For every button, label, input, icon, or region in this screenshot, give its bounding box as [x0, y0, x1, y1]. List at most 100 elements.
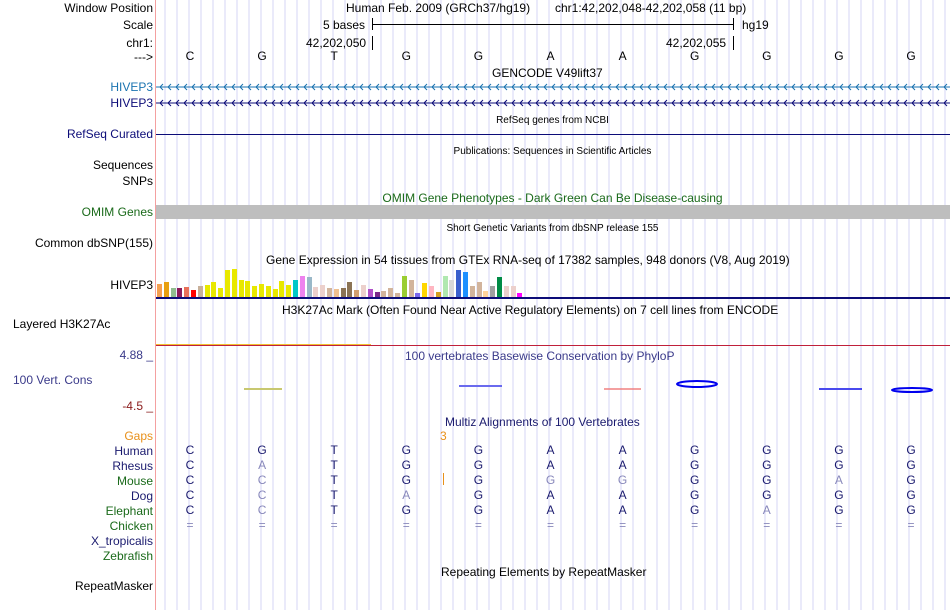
gtex-tissue-bar[interactable]	[299, 276, 305, 297]
gtex-tissue-bar[interactable]	[279, 281, 285, 297]
refseq-gene-line[interactable]	[156, 134, 950, 135]
gtex-tissue-bar[interactable]	[327, 288, 332, 297]
gtex-tissue-bar[interactable]	[463, 272, 468, 297]
gtex-tissue-bar[interactable]	[401, 276, 407, 297]
gtex-tissue-bar[interactable]	[245, 281, 251, 297]
gtex-tissue-bar[interactable]	[497, 277, 502, 297]
species-label[interactable]: X_tropicalis	[90, 534, 153, 548]
gencode-transcript-1[interactable]	[156, 80, 950, 94]
phylop-label[interactable]: 100 Vert. Cons	[13, 373, 93, 387]
gtex-tissue-bar[interactable]	[456, 270, 462, 297]
species-label[interactable]: Rhesus	[112, 459, 153, 473]
gtex-tissue-bar[interactable]	[218, 288, 224, 297]
publications-sequences-label[interactable]: Sequences	[92, 158, 153, 172]
gtex-tissue-bar[interactable]	[483, 291, 489, 297]
h3k27ac-signal-line[interactable]	[156, 345, 950, 346]
h3k27ac-label[interactable]: Layered H3K27Ac	[13, 317, 111, 331]
gencode-track-label-1[interactable]: HIVEP3	[110, 80, 153, 94]
gtex-tissue-bar[interactable]	[503, 286, 509, 297]
gtex-tissue-bar[interactable]	[163, 282, 169, 297]
gtex-tissue-bar[interactable]	[231, 269, 237, 297]
gtex-tissue-bar[interactable]	[340, 288, 346, 297]
gtex-tissue-bar[interactable]	[408, 280, 414, 297]
gtex-label[interactable]: HIVEP3	[110, 278, 153, 292]
strand-arrow-icon	[375, 99, 380, 107]
species-label[interactable]: Chicken	[109, 519, 153, 533]
strand-arrow-icon	[719, 99, 724, 107]
gtex-tissue-bar[interactable]	[252, 286, 258, 297]
gtex-tissue-bar[interactable]	[354, 290, 360, 297]
gtex-tissue-bar[interactable]	[211, 282, 217, 297]
gtex-tissue-bar[interactable]	[435, 292, 441, 297]
gtex-tissue-bar[interactable]	[170, 288, 176, 297]
gtex-tissue-bar[interactable]	[306, 277, 312, 297]
gtex-tissue-bar[interactable]	[442, 276, 448, 297]
gtex-tissue-bar[interactable]	[517, 293, 523, 297]
gtex-tissue-bar[interactable]	[381, 291, 387, 297]
gencode-transcript-2[interactable]	[156, 96, 950, 110]
gtex-tissue-bar[interactable]	[422, 283, 428, 297]
gtex-tissue-bar[interactable]	[395, 293, 400, 297]
strand-arrow-icon	[911, 99, 916, 107]
gtex-tissue-bar[interactable]	[157, 284, 162, 297]
gtex-tissue-bar[interactable]	[490, 286, 496, 297]
gtex-tissue-bar[interactable]	[415, 293, 421, 297]
strand-arrow-icon	[559, 99, 564, 107]
gtex-tissue-bar[interactable]	[259, 284, 264, 297]
alignment-base: G	[834, 443, 844, 457]
strand-arrow-icon	[831, 83, 836, 91]
gtex-tissue-bar[interactable]	[476, 282, 482, 297]
omim-gene-bar[interactable]	[156, 205, 950, 219]
gtex-tissue-bar[interactable]	[429, 286, 434, 297]
gtex-tissue-bar[interactable]	[347, 282, 353, 297]
gtex-tissue-bar[interactable]	[293, 280, 298, 297]
gtex-tissue-bar[interactable]	[469, 286, 475, 297]
gtex-tissue-bar[interactable]	[225, 270, 230, 297]
gencode-title: GENCODE V49lift37	[492, 66, 603, 80]
strand-arrow-icon	[775, 83, 780, 91]
alignment-base: =	[907, 518, 915, 532]
gtex-tissue-bar[interactable]	[265, 286, 271, 297]
species-label[interactable]: Elephant	[105, 504, 153, 518]
gtex-tissue-bar[interactable]	[361, 285, 366, 297]
gtex-tissue-bar[interactable]	[320, 285, 326, 297]
gtex-tissue-bar[interactable]	[313, 287, 319, 297]
alignment-base: G	[690, 443, 700, 457]
refseq-label[interactable]: RefSeq Curated	[66, 127, 153, 141]
gencode-track-label-2[interactable]: HIVEP3	[110, 96, 153, 110]
species-label[interactable]: Mouse	[116, 474, 153, 488]
omim-label[interactable]: OMIM Genes	[81, 205, 153, 219]
gtex-tissue-bar[interactable]	[272, 289, 278, 297]
gtex-tissue-bar[interactable]	[177, 288, 183, 297]
dbsnp-label[interactable]: Common dbSNP(155)	[34, 236, 153, 250]
gtex-tissue-bar[interactable]	[449, 280, 455, 297]
gtex-tissue-bar[interactable]	[197, 286, 203, 297]
strand-arrow-icon	[271, 83, 276, 91]
gtex-title: Gene Expression in 54 tissues from GTEx …	[266, 253, 790, 267]
species-label[interactable]: Zebrafish	[102, 549, 153, 563]
gtex-tissue-bar[interactable]	[510, 286, 516, 297]
gtex-tissue-bar[interactable]	[204, 285, 210, 297]
gtex-tissue-bar[interactable]	[184, 287, 190, 297]
species-label[interactable]: Human	[114, 444, 153, 458]
omim-title: OMIM Gene Phenotypes - Dark Green Can Be…	[382, 191, 723, 205]
publications-snps-label[interactable]: SNPs	[122, 174, 153, 188]
multiz-title: Multiz Alignments of 100 Vertebrates	[445, 415, 640, 429]
gtex-tissue-bar[interactable]	[286, 285, 292, 297]
gtex-tissue-bar[interactable]	[388, 288, 394, 297]
gaps-label[interactable]: Gaps	[124, 429, 153, 443]
repeatmasker-label[interactable]: RepeatMasker	[74, 579, 153, 593]
phylop-mark	[891, 387, 933, 393]
strand-arrow-icon	[711, 83, 716, 91]
gtex-tissue-bar[interactable]	[238, 280, 244, 297]
gtex-tissue-bar[interactable]	[191, 290, 196, 297]
gtex-tissue-bar[interactable]	[374, 292, 380, 297]
phylop-plot[interactable]	[156, 375, 950, 400]
strand-arrow-icon	[223, 83, 228, 91]
species-label[interactable]: Dog	[130, 489, 153, 503]
region-position[interactable]: chr1:42,202,048-42,202,058 (11 bp)	[555, 1, 747, 15]
gtex-tissue-bar[interactable]	[333, 289, 339, 297]
strand-arrow-icon	[167, 83, 172, 91]
gtex-tissue-bar[interactable]	[367, 289, 373, 297]
strand-arrow-icon	[231, 99, 236, 107]
